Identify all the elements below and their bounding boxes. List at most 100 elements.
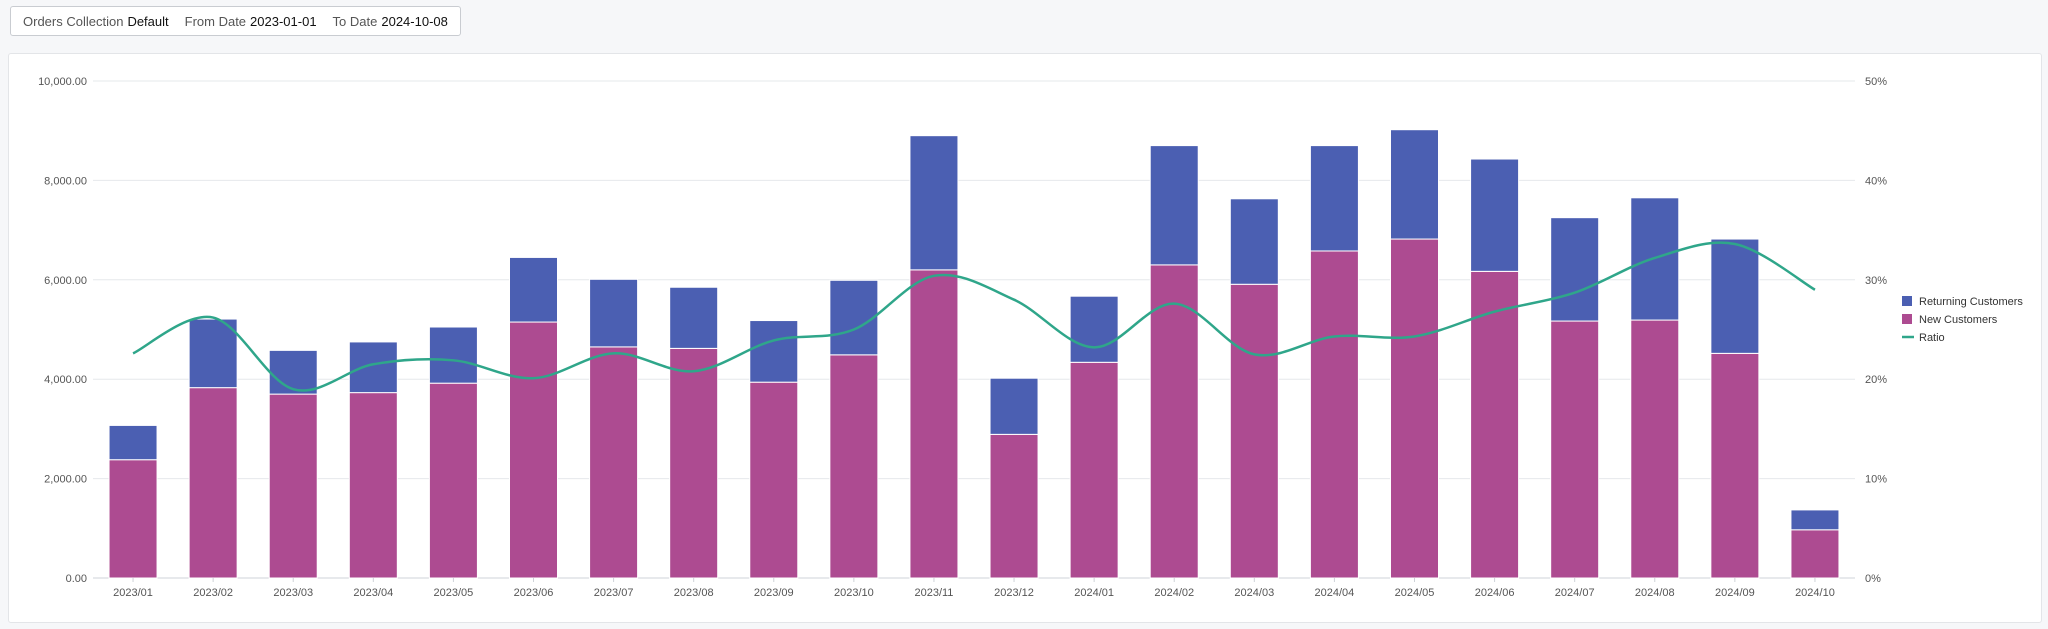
y-tick-label: 4,000.00 (44, 374, 87, 386)
bar-new-customers[interactable] (1309, 250, 1359, 579)
to-date-label: To Date (332, 13, 378, 29)
bar-new-customers[interactable] (1790, 529, 1840, 579)
y2-tick-label: 20% (1865, 374, 1887, 386)
bar-new-customers[interactable] (188, 387, 238, 579)
y-axis-left: 0.00 2,000.00 4,000.00 6,000.00 8,000.00 10,0… (38, 76, 87, 585)
x-tick-label: 2023/02 (193, 587, 233, 599)
legend-swatch (1902, 314, 1912, 324)
x-tick-label: 2023/06 (514, 587, 554, 599)
x-tick-label: 2024/04 (1315, 587, 1355, 599)
x-tick-label: 2023/10 (834, 587, 874, 599)
legend-item-new-customers[interactable]: New Customers (1902, 314, 1998, 326)
bar-returning-customers[interactable] (1390, 129, 1439, 240)
x-tick-label: 2023/01 (113, 587, 153, 599)
bar-new-customers[interactable] (108, 459, 158, 579)
bar-returning-customers[interactable] (829, 279, 879, 356)
from-date-label: From Date (184, 13, 247, 29)
filter-summary-button[interactable]: Orders Collection Default From Date 2023-0… (10, 6, 461, 36)
to-date-value: 2024-10-08 (381, 13, 448, 29)
legend-swatch (1902, 296, 1912, 306)
bar-new-customers[interactable] (669, 347, 719, 579)
x-tick-label: 2023/03 (273, 587, 313, 599)
bar-returning-customers[interactable] (188, 318, 238, 389)
bar-new-customers[interactable] (509, 321, 558, 579)
bar-new-customers[interactable] (1550, 320, 1600, 579)
orders-collection-label: Orders Collection (23, 13, 124, 29)
bar-new-customers[interactable] (348, 392, 398, 579)
bar-new-customers[interactable] (428, 382, 478, 579)
bar-returning-customers[interactable] (989, 377, 1039, 435)
x-tick-label: 2023/11 (914, 587, 953, 599)
to-date-filter: To Date 2024-10-08 (333, 14, 448, 29)
legend-item-returning-customers[interactable]: Returning Customers (1902, 296, 2023, 308)
from-date-filter: From Date 2023-01-01 (185, 14, 317, 29)
bar-returning-customers[interactable] (909, 135, 959, 271)
legend-label: New Customers (1919, 314, 1998, 326)
x-tick-label: 2023/04 (353, 587, 393, 599)
bar-returning-customers[interactable] (1790, 509, 1840, 531)
legend: Returning Customers New Customers Ratio (1902, 296, 2023, 344)
x-tick-label: 2024/05 (1395, 587, 1435, 599)
y2-tick-label: 50% (1865, 76, 1887, 88)
bar-new-customers[interactable] (749, 381, 799, 579)
bar-new-customers[interactable] (1710, 352, 1760, 579)
y2-tick-label: 30% (1865, 275, 1887, 287)
bar-new-customers[interactable] (1630, 319, 1680, 579)
x-tick-label: 2024/10 (1795, 587, 1835, 599)
bar-new-customers[interactable] (1069, 361, 1119, 579)
chart-card: 0.00 2,000.00 4,000.00 6,000.00 8,000.00 10,0… (8, 53, 2042, 623)
ratio-line-series (132, 241, 1816, 392)
bar-returning-customers[interactable] (509, 256, 558, 323)
bar-returning-customers[interactable] (1229, 198, 1279, 285)
from-date-value: 2023-01-01 (250, 13, 317, 29)
x-tick-label: 2024/09 (1715, 587, 1755, 599)
bar-series (108, 129, 1840, 579)
y2-tick-label: 0% (1865, 573, 1881, 585)
bar-returning-customers[interactable] (348, 341, 398, 394)
bar-new-customers[interactable] (909, 269, 959, 579)
x-tick-label: 2024/02 (1154, 587, 1194, 599)
bar-returning-customers[interactable] (1309, 145, 1359, 252)
orders-collection-value: Default (127, 13, 169, 29)
y2-tick-label: 40% (1865, 175, 1887, 187)
orders-collection-filter: Orders Collection Default (23, 14, 169, 29)
bar-new-customers[interactable] (1229, 283, 1279, 579)
bar-returning-customers[interactable] (1069, 295, 1119, 363)
bar-returning-customers[interactable] (1470, 158, 1520, 272)
legend-item-ratio[interactable]: Ratio (1902, 332, 1945, 344)
bar-new-customers[interactable] (1149, 264, 1199, 579)
x-tick-label: 2024/01 (1074, 587, 1114, 599)
ratio-line[interactable] (132, 241, 1816, 392)
y-tick-label: 0.00 (66, 573, 87, 585)
x-axis: 2023/01 2023/02 2023/03 2023/04 2023/05 2023/… (113, 578, 1835, 599)
bar-returning-customers[interactable] (108, 424, 158, 461)
customers-chart: 0.00 2,000.00 4,000.00 6,000.00 8,000.00 10,0… (38, 76, 2023, 599)
x-tick-label: 2024/06 (1475, 587, 1515, 599)
bar-returning-customers[interactable] (749, 320, 799, 383)
bar-returning-customers[interactable] (589, 278, 639, 348)
bar-returning-customers[interactable] (669, 286, 719, 349)
x-tick-label: 2023/08 (674, 587, 714, 599)
legend-label: Returning Customers (1919, 296, 2023, 308)
x-tick-label: 2023/05 (434, 587, 474, 599)
bar-new-customers[interactable] (1390, 238, 1439, 579)
bar-returning-customers[interactable] (268, 349, 318, 395)
bar-new-customers[interactable] (989, 433, 1039, 579)
y-tick-label: 6,000.00 (44, 275, 87, 287)
bar-new-customers[interactable] (268, 393, 318, 579)
bar-returning-customers[interactable] (1550, 217, 1600, 322)
bar-returning-customers[interactable] (1710, 238, 1760, 354)
bar-returning-customers[interactable] (1149, 145, 1199, 266)
x-tick-label: 2023/12 (994, 587, 1034, 599)
bar-new-customers[interactable] (589, 346, 639, 579)
x-tick-label: 2024/07 (1555, 587, 1595, 599)
x-tick-label: 2024/08 (1635, 587, 1675, 599)
bar-returning-customers[interactable] (428, 326, 478, 384)
legend-label: Ratio (1919, 332, 1945, 344)
y-tick-label: 2,000.00 (44, 474, 87, 486)
x-tick-label: 2023/07 (594, 587, 634, 599)
y-tick-label: 10,000.00 (38, 76, 87, 88)
bar-new-customers[interactable] (829, 354, 879, 579)
x-tick-label: 2024/03 (1234, 587, 1274, 599)
x-tick-label: 2023/09 (754, 587, 794, 599)
